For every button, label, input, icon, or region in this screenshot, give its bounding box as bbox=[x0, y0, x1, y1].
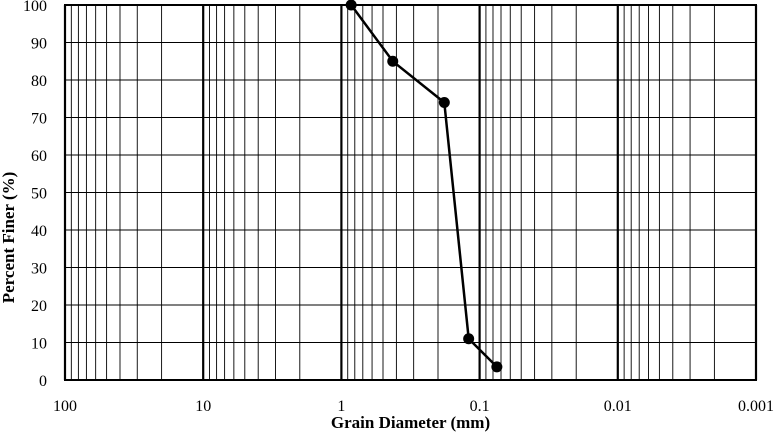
x-tick-label: 0.1 bbox=[470, 398, 490, 415]
y-tick-label: 100 bbox=[23, 0, 47, 15]
y-axis-title: Percent Finer (%) bbox=[0, 172, 18, 304]
y-tick-label: 50 bbox=[31, 186, 47, 203]
series-layer bbox=[345, 0, 503, 373]
x-axis-title: Grain Diameter (mm) bbox=[331, 413, 490, 432]
y-tick-label: 40 bbox=[31, 223, 47, 240]
y-tick-label: 30 bbox=[31, 261, 47, 278]
data-point bbox=[345, 0, 357, 11]
plot-frame bbox=[64, 4, 757, 381]
y-tick-label: 60 bbox=[31, 148, 47, 165]
data-point bbox=[438, 97, 450, 108]
x-tick-label: 0.001 bbox=[738, 398, 774, 415]
x-tick-labels: 100 10 1 0.1 0.01 0.001 bbox=[53, 398, 774, 415]
y-tick-labels: 0 10 20 30 40 50 60 70 80 90 100 bbox=[23, 0, 47, 390]
series-line bbox=[350, 4, 498, 368]
y-tick-label: 80 bbox=[31, 73, 47, 90]
x-tick-label: 1 bbox=[337, 398, 345, 415]
data-point bbox=[387, 55, 399, 67]
data-point bbox=[491, 361, 503, 373]
minor-gridlines bbox=[65, 4, 756, 381]
x-tick-label: 0.01 bbox=[604, 398, 632, 415]
y-tick-label: 90 bbox=[31, 36, 47, 53]
y-tick-label: 10 bbox=[31, 336, 47, 353]
y-tick-label: 20 bbox=[31, 298, 47, 315]
data-point bbox=[463, 333, 475, 345]
y-tick-label: 70 bbox=[31, 111, 47, 128]
x-tick-label: 10 bbox=[195, 398, 211, 415]
x-tick-label: 100 bbox=[53, 398, 77, 415]
y-tick-label: 0 bbox=[39, 373, 47, 390]
